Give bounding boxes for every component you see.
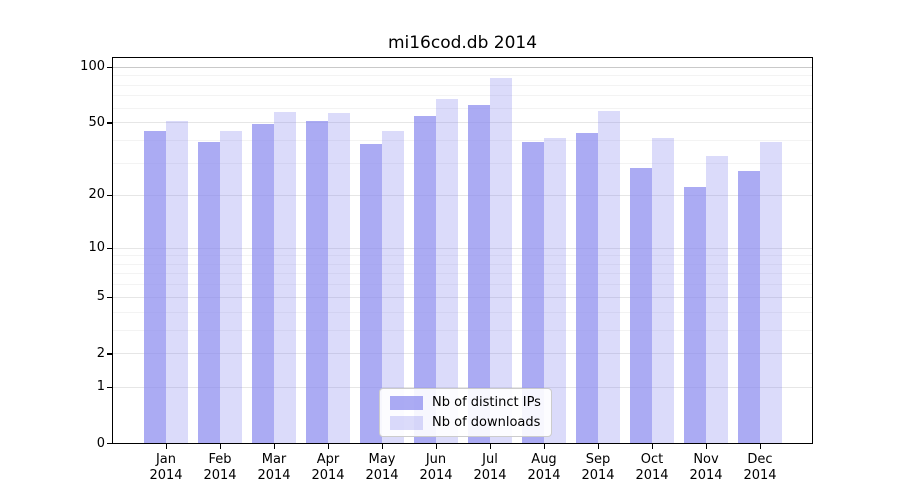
gridline (113, 255, 812, 257)
x-tick-mark (544, 444, 546, 449)
bar-downloads-jan (166, 120, 188, 443)
gridline (113, 296, 812, 298)
x-tick-label-nov: Nov 2014 (689, 452, 723, 483)
bar-ips-mar (252, 124, 274, 443)
y-tick-label: 5 (96, 289, 105, 305)
bar-downloads-apr (328, 113, 350, 443)
x-tick-label-feb: Feb 2014 (203, 452, 237, 483)
bar-ips-feb (198, 142, 220, 443)
x-tick-mark (166, 444, 168, 449)
x-tick-label-jun: Jun 2014 (419, 452, 453, 483)
bar-downloads-sep (598, 110, 620, 443)
bar-ips-dec (738, 171, 760, 443)
legend-row-distinct-ips: Nb of distinct IPs (390, 395, 541, 410)
x-tick-label-apr: Apr 2014 (311, 452, 345, 483)
x-tick-mark (598, 444, 600, 449)
x-tick-label-jul: Jul 2014 (473, 452, 507, 483)
x-tick-mark (274, 444, 276, 449)
x-tick-label-mar: Mar 2014 (257, 452, 291, 483)
bar-ips-nov (684, 187, 706, 443)
y-tick-label: 20 (88, 187, 105, 203)
x-tick-mark (436, 444, 438, 449)
gridline (113, 163, 812, 164)
x-tick-label-may: May 2014 (365, 452, 399, 483)
y-tick-label: 10 (88, 240, 105, 255)
gridline (113, 353, 812, 355)
legend: Nb of distinct IPs Nb of downloads (379, 388, 552, 437)
gridline (113, 140, 812, 142)
x-tick-mark (760, 444, 762, 449)
x-tick-mark (490, 444, 492, 449)
legend-swatch-distinct-ips (390, 395, 423, 410)
y-tick-mark (107, 443, 112, 445)
x-tick-mark (652, 444, 654, 449)
legend-label-distinct-ips: Nb of distinct IPs (432, 395, 541, 410)
x-tick-label-jan: Jan 2014 (149, 452, 183, 483)
x-tick-mark (220, 444, 222, 449)
bar-downloads-feb (220, 130, 242, 443)
y-tick-label: 50 (88, 114, 105, 130)
gridline (113, 66, 812, 69)
legend-row-downloads: Nb of downloads (390, 415, 541, 430)
legend-swatch-downloads (390, 415, 423, 430)
y-tick-mark (107, 122, 112, 124)
gridline (113, 107, 812, 109)
x-tick-mark (328, 444, 330, 449)
y-tick-label: 1 (96, 379, 105, 394)
x-tick-label-oct: Oct 2014 (635, 452, 669, 483)
bar-ips-oct (630, 168, 652, 443)
x-tick-label-dec: Dec 2014 (743, 452, 777, 483)
y-tick-mark (107, 194, 112, 196)
y-tick-label: 0 (96, 435, 105, 451)
bar-ips-apr (306, 120, 328, 443)
x-tick-mark (382, 444, 384, 449)
y-tick-label: 100 (80, 59, 105, 75)
gridline (113, 122, 812, 124)
gridline (113, 95, 812, 97)
x-tick-mark (706, 444, 708, 449)
gridline (113, 194, 812, 196)
y-tick-mark (107, 66, 112, 68)
x-tick-label-sep: Sep 2014 (581, 452, 615, 483)
gridline (113, 75, 812, 77)
plot-frame (112, 57, 813, 444)
bar-downloads-mar (274, 111, 296, 443)
gridline (113, 247, 812, 249)
gridline (113, 84, 812, 86)
legend-label-downloads: Nb of downloads (432, 415, 541, 430)
x-tick-label-aug: Aug 2014 (527, 452, 561, 483)
y-tick-mark (107, 296, 112, 299)
y-tick-mark (107, 247, 112, 249)
chart-title: mi16cod.db 2014 (387, 33, 538, 53)
bar-ips-sep (576, 132, 598, 443)
y-tick-mark (107, 353, 112, 355)
y-tick-label: 2 (96, 345, 105, 361)
bar-ips-jan (144, 130, 166, 443)
bar-downloads-nov (706, 155, 728, 443)
gridline (113, 284, 812, 286)
y-tick-mark (107, 386, 112, 388)
bar-downloads-dec (760, 142, 782, 443)
gridline (113, 263, 812, 265)
bar-downloads-oct (652, 138, 674, 443)
gridline (113, 273, 812, 275)
gridline (113, 311, 812, 313)
gridline (113, 330, 812, 331)
